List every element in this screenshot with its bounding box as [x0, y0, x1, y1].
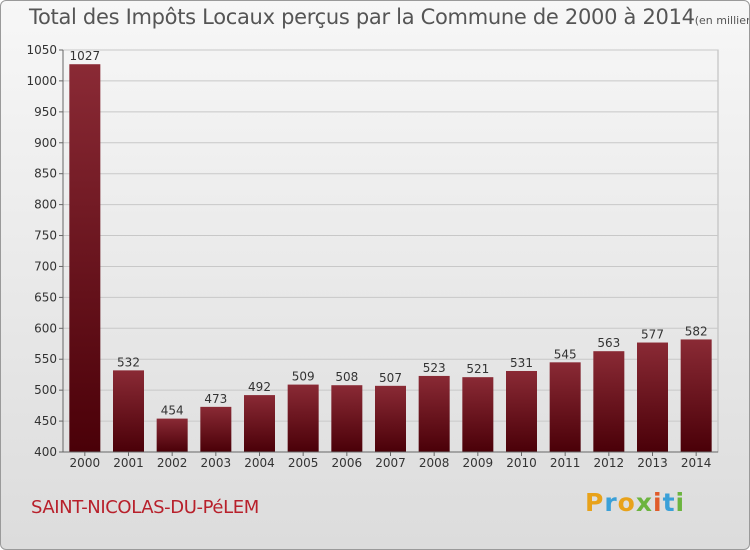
x-tick-label-2000: 2000 — [70, 456, 101, 470]
bar-2001 — [113, 370, 144, 452]
value-label-2006: 508 — [335, 370, 358, 384]
x-tick-label-2013: 2013 — [637, 456, 668, 470]
bar-2005 — [287, 384, 319, 452]
bar-2004 — [244, 395, 275, 452]
x-tick-label-2012: 2012 — [594, 456, 625, 470]
value-label-2008: 523 — [423, 361, 446, 375]
title-unit: (en milliers d'€) — [694, 14, 749, 27]
y-axis: 400 450 500 550 600 650 700 750 800 850 900 950 1000… — [26, 43, 64, 459]
y-tick-label: 900 — [34, 136, 57, 150]
bar-2009 — [462, 377, 494, 452]
value-label-2004: 492 — [248, 380, 271, 394]
value-label-2003: 473 — [204, 392, 227, 406]
y-tick-label: 950 — [34, 105, 57, 119]
y-tick-label: 500 — [34, 383, 57, 397]
x-tick-label-2005: 2005 — [288, 456, 319, 470]
bar-2002 — [156, 418, 188, 452]
bar-2013 — [637, 342, 668, 452]
bar-2014 — [680, 339, 712, 452]
bar-2000 — [69, 64, 101, 453]
y-tick-label: 450 — [34, 414, 57, 428]
x-tick-label-2004: 2004 — [244, 456, 275, 470]
bar-2006 — [331, 385, 363, 452]
value-label-2007: 507 — [379, 371, 402, 385]
x-axis: 2000 2001 2002 2003 2004 2005 2006 2007 2008 2009… — [63, 451, 718, 470]
x-tick-label-2010: 2010 — [506, 456, 537, 470]
bar-2010 — [506, 370, 537, 452]
x-tick-label-2003: 2003 — [201, 456, 232, 470]
y-tick-label: 750 — [34, 229, 57, 243]
bar-2007 — [375, 385, 406, 452]
y-tick-label: 400 — [34, 445, 57, 459]
value-label-2013: 577 — [641, 328, 664, 342]
y-tick-label: 650 — [34, 290, 57, 304]
y-tick-label: 600 — [34, 321, 57, 335]
y-tick-label: 550 — [34, 352, 57, 366]
x-tick-label-2014: 2014 — [681, 456, 712, 470]
value-label-2014: 582 — [685, 324, 708, 338]
value-label-2009: 521 — [466, 362, 489, 376]
commune-name: SAINT-NICOLAS-DU-PéLEM — [31, 497, 259, 518]
y-tick-label: 1000 — [26, 74, 57, 88]
bar-2011 — [549, 362, 581, 452]
value-label-2000: 1027 — [70, 49, 101, 63]
value-label-2011: 545 — [554, 347, 577, 361]
value-label-2002: 454 — [161, 404, 184, 418]
value-label-2012: 563 — [597, 336, 620, 350]
x-tick-label-2008: 2008 — [419, 456, 450, 470]
y-tick-label: 800 — [34, 198, 57, 212]
bar-2003 — [200, 406, 232, 452]
bar-2008 — [418, 375, 450, 452]
chart-title: Total des Impôts Locaux perçus par la Co… — [29, 5, 749, 29]
x-tick-label-2002: 2002 — [157, 456, 188, 470]
y-tick-label: 850 — [34, 167, 57, 181]
x-tick-label-2011: 2011 — [550, 456, 581, 470]
value-label-2005: 509 — [292, 370, 315, 384]
title-text: Total des Impôts Locaux perçus par la Co… — [29, 5, 695, 29]
x-tick-label-2006: 2006 — [332, 456, 363, 470]
bar-2012 — [593, 351, 625, 452]
value-label-2010: 531 — [510, 356, 533, 370]
y-tick-label: 700 — [34, 259, 57, 273]
bars: 1027 532 454 473 492 509 508 507 523 521 531 545 563… — [69, 49, 712, 453]
x-tick-label-2001: 2001 — [113, 456, 144, 470]
proxiti-logo: Proxiti — [585, 488, 686, 517]
value-label-2001: 532 — [117, 355, 140, 369]
y-tick-label: 1050 — [26, 43, 57, 57]
x-tick-label-2009: 2009 — [463, 456, 494, 470]
x-tick-label-2007: 2007 — [375, 456, 406, 470]
grid-lines — [62, 49, 719, 453]
